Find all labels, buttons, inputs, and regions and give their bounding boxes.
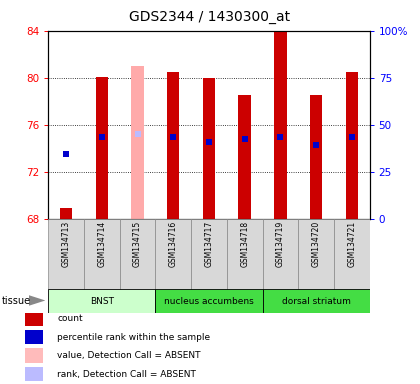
Text: percentile rank within the sample: percentile rank within the sample — [57, 333, 210, 342]
Bar — [274, 32, 286, 219]
Bar — [191, 219, 227, 290]
Bar — [262, 289, 370, 313]
Text: GSM134713: GSM134713 — [62, 221, 71, 267]
Bar — [120, 219, 155, 290]
Bar — [25, 367, 43, 381]
Text: GSM134716: GSM134716 — [169, 221, 178, 267]
Bar — [334, 219, 370, 290]
Text: GSM134720: GSM134720 — [312, 221, 320, 267]
Bar — [48, 219, 84, 290]
Bar — [262, 219, 298, 290]
Bar — [310, 95, 322, 219]
Text: nucleus accumbens: nucleus accumbens — [164, 296, 254, 306]
Bar — [298, 219, 334, 290]
Bar — [155, 289, 262, 313]
Bar — [96, 76, 108, 219]
Text: GSM134721: GSM134721 — [347, 221, 356, 267]
Bar — [131, 66, 144, 219]
Bar — [48, 289, 155, 313]
Bar — [167, 72, 179, 219]
Text: GSM134718: GSM134718 — [240, 221, 249, 267]
Bar — [60, 208, 72, 219]
Text: count: count — [57, 314, 83, 323]
Bar — [25, 330, 43, 344]
Text: GSM134717: GSM134717 — [205, 221, 213, 267]
Text: rank, Detection Call = ABSENT: rank, Detection Call = ABSENT — [57, 369, 196, 379]
Bar — [346, 72, 358, 219]
Bar — [239, 95, 251, 219]
Text: tissue: tissue — [2, 296, 31, 306]
Text: dorsal striatum: dorsal striatum — [282, 296, 350, 306]
Text: GSM134719: GSM134719 — [276, 221, 285, 267]
Text: GSM134715: GSM134715 — [133, 221, 142, 267]
Bar — [203, 78, 215, 219]
Bar — [84, 219, 120, 290]
Bar — [25, 311, 43, 326]
Bar — [25, 349, 43, 362]
Polygon shape — [29, 295, 45, 306]
Text: GSM134714: GSM134714 — [97, 221, 106, 267]
Text: value, Detection Call = ABSENT: value, Detection Call = ABSENT — [57, 351, 201, 360]
Bar — [155, 219, 191, 290]
Text: BNST: BNST — [90, 296, 114, 306]
Text: GDS2344 / 1430300_at: GDS2344 / 1430300_at — [129, 10, 291, 23]
Bar — [227, 219, 262, 290]
